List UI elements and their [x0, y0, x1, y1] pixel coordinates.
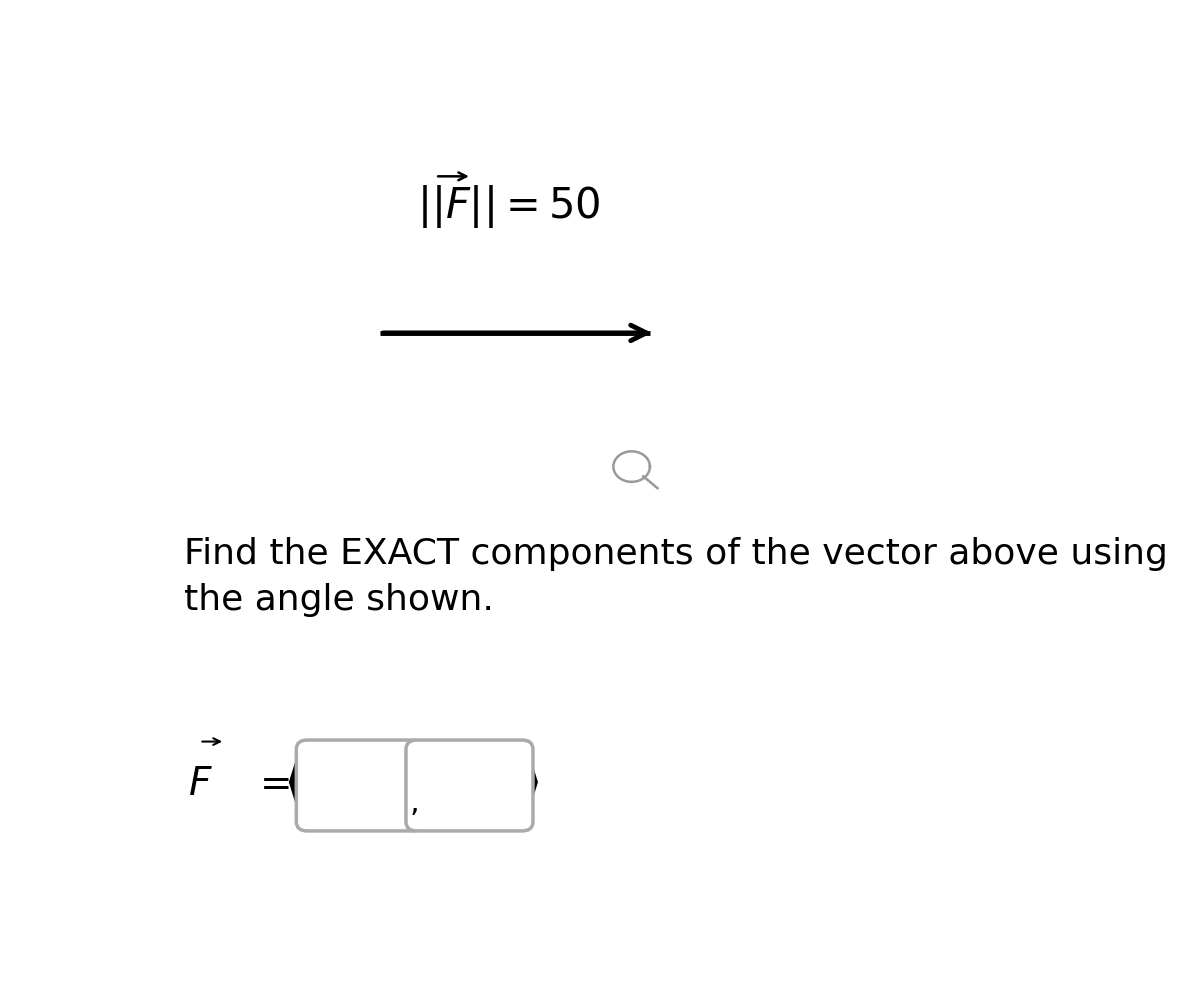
Text: ,: ,: [409, 789, 419, 817]
Text: $\langle$: $\langle$: [281, 748, 307, 822]
FancyBboxPatch shape: [406, 740, 533, 831]
Text: Find the EXACT components of the vector above using: Find the EXACT components of the vector …: [184, 538, 1167, 571]
Text: $\mathit{F}$: $\mathit{F}$: [189, 765, 213, 803]
Text: $||\mathit{F}||{=}50$: $||\mathit{F}||{=}50$: [417, 184, 600, 230]
Text: the angle shown.: the angle shown.: [184, 583, 494, 617]
Text: $\rangle$: $\rangle$: [514, 748, 539, 822]
Text: $=$: $=$: [252, 765, 290, 803]
FancyBboxPatch shape: [296, 740, 423, 831]
